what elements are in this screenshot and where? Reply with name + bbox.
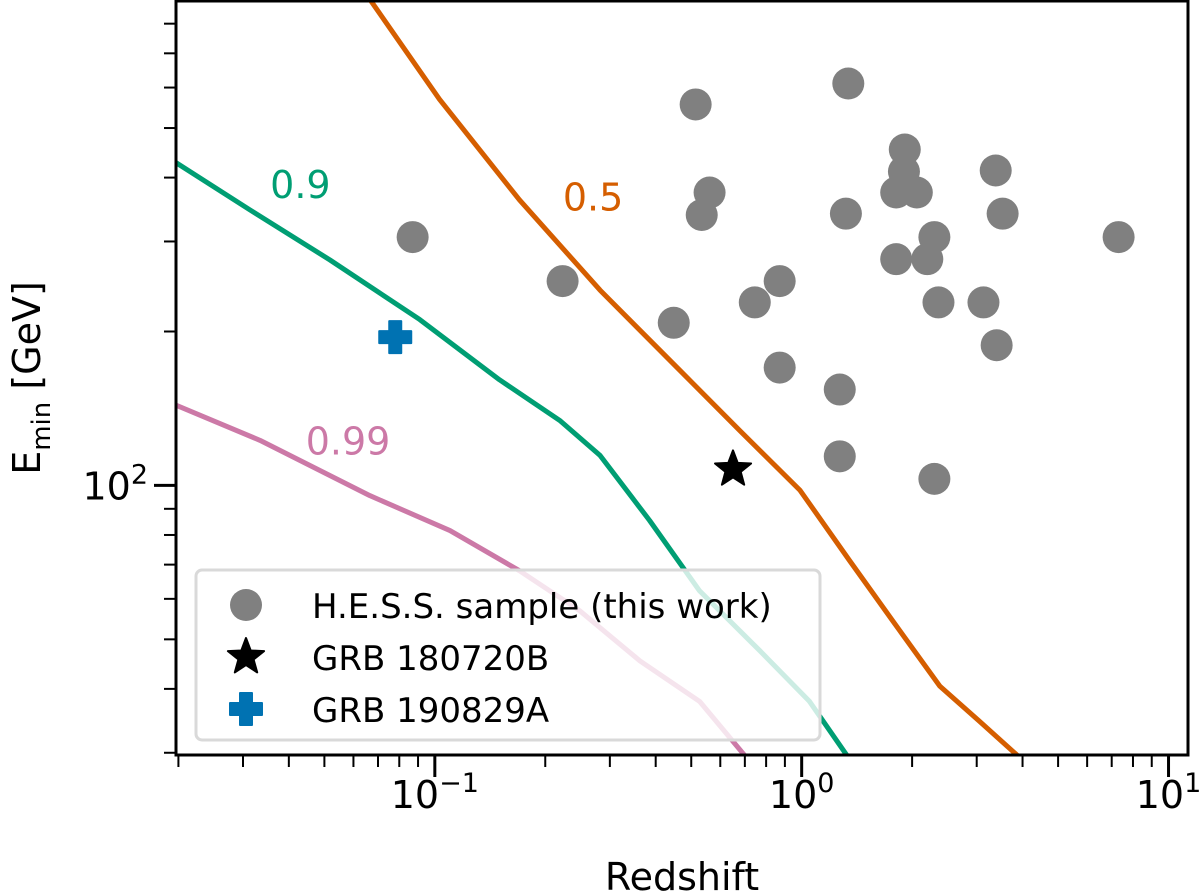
data-point-circle <box>900 176 933 209</box>
data-point-circle <box>763 265 796 298</box>
data-point-circle <box>823 373 856 406</box>
legend-label: GRB 190829A <box>312 691 549 731</box>
y-axis-label-main: E <box>5 451 49 475</box>
legend-label: GRB 180720B <box>312 639 549 679</box>
data-point-circle <box>679 88 712 121</box>
y-tick-exp: 2 <box>131 459 148 490</box>
data-point-circle <box>880 243 913 276</box>
x-tick-base: 10 <box>769 773 817 817</box>
data-point-circle <box>832 67 865 100</box>
data-point-circle <box>1102 221 1135 254</box>
x-axis-label: Redshift <box>605 855 759 895</box>
curve-label: 0.5 <box>563 175 623 219</box>
data-point-circle <box>546 265 579 298</box>
data-point-circle <box>685 198 718 231</box>
data-point-circle <box>986 197 1019 230</box>
data-point-circle <box>967 286 1000 319</box>
y-tick-base: 10 <box>82 464 130 508</box>
plot-frame <box>174 0 1190 757</box>
legend-label: H.E.S.S. sample (this work) <box>312 587 772 627</box>
data-point-circle <box>979 154 1012 187</box>
legend-marker-plus <box>229 692 263 726</box>
data-point-circle <box>657 306 690 339</box>
data-point-plus <box>378 320 413 355</box>
curve-labels: 0.5 0.9 0.99 <box>270 163 623 463</box>
x-tick-exp: 1 <box>1184 768 1200 799</box>
x-tick-label: 10−1 <box>391 768 479 817</box>
data-point-circle <box>829 197 862 230</box>
y-tick-label: 102 <box>82 459 148 508</box>
legend-box <box>194 568 822 742</box>
x-tick-base: 10 <box>391 773 439 817</box>
y-axis-label-sub: min <box>27 402 57 451</box>
data-point-star <box>714 449 753 486</box>
legend: H.E.S.S. sample (this work) GRB 180720B GR… <box>194 568 822 742</box>
x-tick-label: 100 <box>769 768 835 817</box>
y-axis-label: Emin [GeV] <box>5 281 57 475</box>
data-point-circle <box>918 221 951 254</box>
curve-0.5 <box>367 0 1020 755</box>
x-tick-exp: −1 <box>439 768 479 799</box>
x-tick-label: 101 <box>1136 768 1200 817</box>
points <box>378 67 1135 495</box>
data-point-circle <box>763 351 796 384</box>
data-point-circle <box>396 221 429 254</box>
y-axis-label-unit: [GeV] <box>5 281 49 402</box>
data-point-circle <box>918 462 951 495</box>
x-tick-exp: 0 <box>817 768 834 799</box>
x-tick-base: 10 <box>1136 773 1184 817</box>
data-point-circle <box>823 440 856 473</box>
legend-marker-circle <box>230 589 262 621</box>
curve-label: 0.99 <box>306 419 391 463</box>
data-point-circle <box>922 286 955 319</box>
curve-label: 0.9 <box>270 163 330 207</box>
data-point-circle <box>738 286 771 319</box>
legend-marker-star <box>226 637 266 674</box>
data-point-circle <box>980 329 1013 362</box>
